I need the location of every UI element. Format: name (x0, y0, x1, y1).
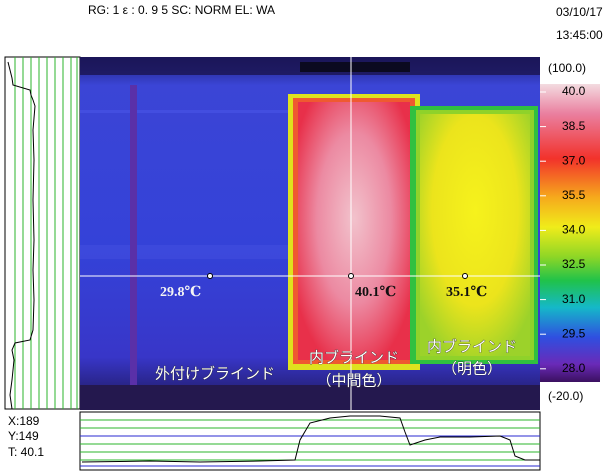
thermal-viewer: RG: 1 ε : 0. 9 5 SC: NORM EL: WA 03/10/1… (0, 0, 608, 474)
spot-temp: 29.8℃ (160, 285, 202, 300)
annotation: （中間色） (316, 372, 391, 390)
annotation: （明色） (442, 360, 502, 378)
cursor-temp: T: 40.1 (8, 445, 44, 459)
scale-label: 40.0 (562, 84, 586, 98)
scale-label: 34.0 (562, 223, 586, 237)
thermal-image: 29.8℃ 40.1℃ 35.1℃ 外付けブラインド 内ブラインド （中間色） … (80, 57, 540, 410)
scale-label: 37.0 (562, 153, 586, 167)
time: 13:45:00 (556, 28, 603, 42)
scale-label: 32.5 (562, 257, 586, 271)
spot-temp: 35.1℃ (446, 285, 488, 300)
scale-min: (-20.0) (548, 389, 583, 403)
scale-label: 29.5 (562, 326, 586, 340)
scale-label: 31.0 (562, 292, 586, 306)
color-scale: (100.0) 40.0 38.5 37.0 35.5 34.0 32.5 31.0 29.5… (540, 61, 600, 403)
scale-label: 28.0 (562, 361, 586, 375)
scale-max: (100.0) (548, 61, 586, 75)
scale-label: 35.5 (562, 188, 586, 202)
annotation: 内ブラインド (309, 349, 399, 367)
status-line: RG: 1 ε : 0. 9 5 SC: NORM EL: WA (88, 3, 275, 17)
cursor-y: Y:149 (8, 429, 39, 443)
annotation: 外付けブラインド (155, 365, 275, 383)
spot-temp: 40.1℃ (355, 285, 397, 300)
horizontal-profile (80, 412, 540, 470)
vertical-profile (5, 57, 80, 409)
cursor-x: X:189 (8, 414, 40, 428)
annotation: 内ブラインド (427, 338, 517, 356)
scale-label: 38.5 (562, 119, 586, 133)
date: 03/10/17 (556, 5, 603, 19)
